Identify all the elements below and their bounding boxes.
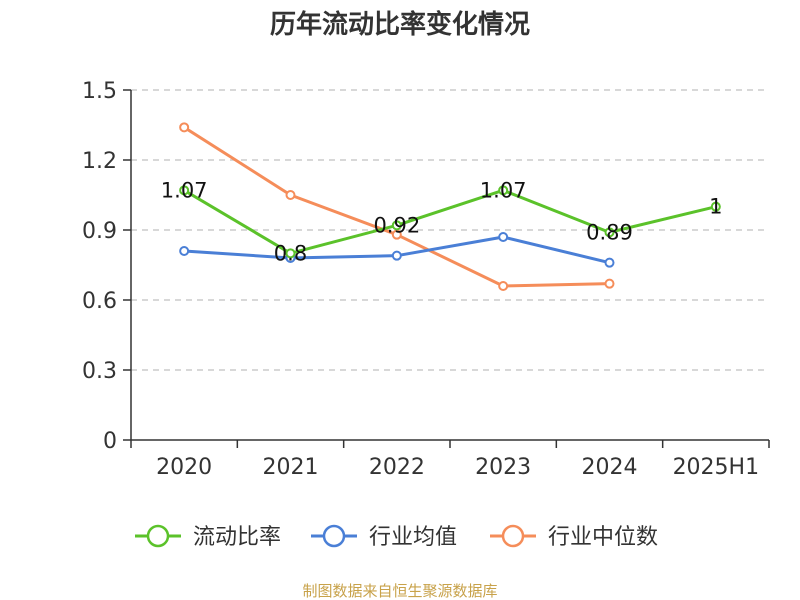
legend-item: 行业均值 [311, 524, 457, 550]
y-tick-label: 0.9 [82, 219, 117, 244]
series-group [179, 122, 721, 291]
data-point [391, 220, 402, 231]
y-tick-label: 0 [103, 429, 117, 454]
data-label: 0.92 [373, 213, 420, 237]
y-tick-label: 1.5 [82, 79, 117, 104]
x-tick-label: 2025H1 [673, 455, 760, 480]
legend-marker [501, 524, 525, 548]
data-point [179, 185, 190, 196]
x-tick-label: 2020 [156, 455, 212, 480]
data-point [710, 201, 721, 212]
data-point [498, 281, 509, 291]
data-point [179, 246, 190, 256]
legend-marker [146, 524, 170, 548]
y-tick-label: 0.3 [82, 359, 117, 384]
y-tick-label: 1.2 [82, 149, 117, 174]
data-point [604, 278, 615, 289]
legend-item: 流动比率 [135, 524, 281, 550]
data-point [285, 248, 296, 259]
data-point [179, 122, 190, 133]
data-point [604, 257, 615, 268]
legend-label: 行业均值 [369, 525, 457, 550]
legend-marker [322, 524, 346, 548]
x-tick-label: 2021 [263, 455, 319, 480]
grid-lines [131, 89, 769, 371]
data-point [391, 250, 402, 261]
legend-label: 流动比率 [193, 525, 281, 550]
data-labels: 1.07 0.8 0.92 1.07 0.89 1 [161, 178, 723, 265]
legend-label: 行业中位数 [548, 525, 658, 550]
legend-item: 行业中位数 [490, 524, 658, 550]
data-label: 1 [709, 195, 722, 219]
data-point [604, 227, 615, 238]
x-tick-label: 2023 [475, 455, 531, 480]
data-point [498, 185, 509, 196]
y-tick-label: 0.6 [82, 289, 117, 314]
source-note: 制图数据来自恒生聚源数据库 [302, 582, 497, 600]
x-tick-label: 2022 [369, 455, 425, 480]
chart-title: 历年流动比率变化情况 [270, 9, 530, 40]
series-line [183, 188, 717, 255]
data-label: 0.8 [274, 241, 307, 265]
data-label: 1.07 [480, 178, 527, 202]
data-label: 0.89 [586, 220, 633, 244]
axes: 0 0.3 0.6 0.9 1.2 1.5 2020 2021 2022 2023 2024 2025… [82, 79, 770, 480]
data-label: 1.07 [161, 178, 208, 202]
x-tick-label: 2024 [582, 455, 638, 480]
data-point [285, 190, 296, 200]
data-point [498, 232, 509, 242]
legend: 流动比率 行业均值 行业中位数 [135, 524, 658, 550]
data-point [391, 229, 402, 240]
